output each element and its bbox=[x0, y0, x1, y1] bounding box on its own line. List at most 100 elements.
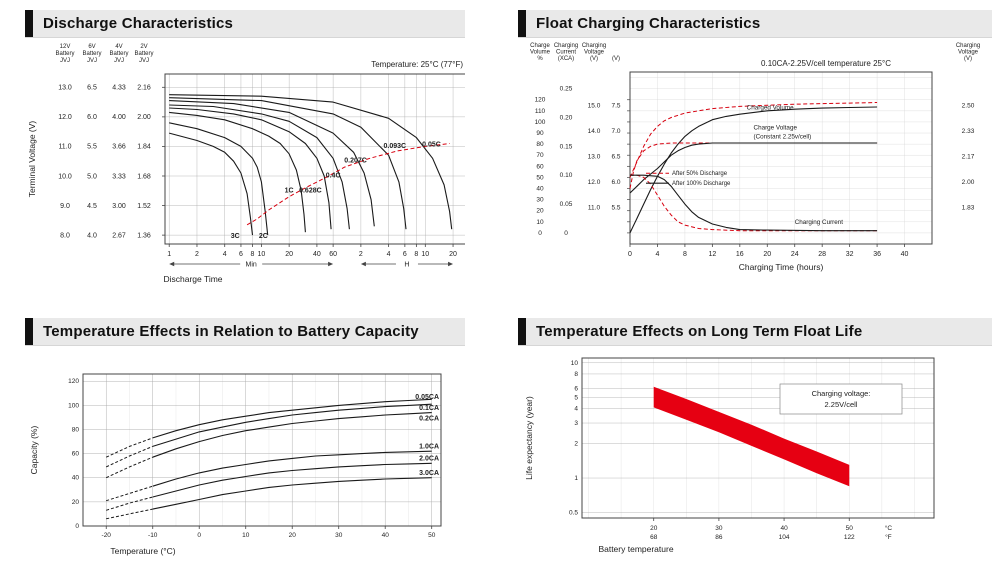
svg-text:1.36: 1.36 bbox=[137, 232, 151, 239]
svg-text:30: 30 bbox=[715, 525, 723, 532]
svg-text:20: 20 bbox=[289, 532, 297, 539]
svg-text:Voltage: Voltage bbox=[584, 50, 605, 56]
svg-text:0.207C: 0.207C bbox=[344, 158, 367, 165]
svg-text:-10: -10 bbox=[148, 532, 158, 539]
svg-text:2.0CA: 2.0CA bbox=[419, 455, 439, 462]
svg-text:40: 40 bbox=[780, 525, 788, 532]
svg-text:10: 10 bbox=[421, 251, 429, 258]
svg-text:20: 20 bbox=[650, 525, 658, 532]
svg-text:120: 120 bbox=[68, 378, 79, 385]
svg-text:JVJ: JVJ bbox=[87, 58, 97, 64]
svg-text:100: 100 bbox=[68, 402, 79, 409]
svg-text:3.0CA: 3.0CA bbox=[419, 470, 439, 477]
svg-text:6.5: 6.5 bbox=[611, 153, 620, 160]
svg-text:5.0: 5.0 bbox=[87, 173, 97, 180]
svg-text:5: 5 bbox=[574, 394, 578, 401]
svg-text:0: 0 bbox=[628, 251, 632, 258]
svg-text:40: 40 bbox=[382, 532, 390, 539]
svg-text:12V: 12V bbox=[60, 44, 71, 50]
svg-text:36: 36 bbox=[873, 251, 881, 258]
svg-text:12.0: 12.0 bbox=[58, 114, 72, 121]
svg-text:6: 6 bbox=[574, 385, 578, 392]
svg-text:1.0CA: 1.0CA bbox=[419, 443, 439, 450]
svg-text:4V: 4V bbox=[115, 44, 122, 50]
svg-text:8: 8 bbox=[414, 251, 418, 258]
svg-text:Battery temperature: Battery temperature bbox=[598, 544, 673, 554]
svg-text:1: 1 bbox=[574, 475, 578, 482]
float-charging-chart: ChargeVolume%120110100908070605040302010… bbox=[530, 43, 980, 272]
svg-text:40: 40 bbox=[313, 251, 321, 258]
svg-text:11.0: 11.0 bbox=[588, 204, 601, 211]
svg-text:40: 40 bbox=[536, 186, 544, 193]
svg-text:JVJ: JVJ bbox=[60, 58, 70, 64]
svg-text:0.5: 0.5 bbox=[569, 510, 578, 517]
svg-text:104: 104 bbox=[779, 534, 790, 541]
svg-text:Voltage: Voltage bbox=[958, 50, 979, 56]
svg-text:0.20: 0.20 bbox=[560, 114, 573, 121]
svg-text:13.0: 13.0 bbox=[588, 153, 601, 160]
svg-text:16: 16 bbox=[736, 251, 744, 258]
svg-text:1.52: 1.52 bbox=[137, 203, 151, 210]
svg-text:Charge: Charge bbox=[530, 43, 550, 49]
section-header-float-charging: Float Charging Characteristics bbox=[518, 10, 992, 38]
svg-text:4: 4 bbox=[223, 251, 227, 258]
svg-text:80: 80 bbox=[72, 426, 80, 433]
svg-text:40: 40 bbox=[72, 475, 80, 482]
svg-text:10: 10 bbox=[571, 360, 579, 367]
svg-text:50: 50 bbox=[428, 532, 436, 539]
svg-text:3.66: 3.66 bbox=[112, 144, 126, 151]
header-accent-block bbox=[518, 318, 526, 345]
svg-text:2.00: 2.00 bbox=[137, 114, 151, 121]
svg-text:5.5: 5.5 bbox=[611, 204, 620, 211]
svg-text:1.84: 1.84 bbox=[137, 144, 151, 151]
svg-text:10: 10 bbox=[257, 251, 265, 258]
svg-text:0: 0 bbox=[75, 523, 79, 530]
svg-text:2V: 2V bbox=[140, 44, 147, 50]
svg-text:Temperature (°C): Temperature (°C) bbox=[110, 546, 175, 556]
svg-text:After 100% Discharge: After 100% Discharge bbox=[672, 181, 731, 187]
svg-text:2.16: 2.16 bbox=[137, 85, 151, 92]
svg-text:°F: °F bbox=[885, 533, 892, 541]
svg-text:8: 8 bbox=[574, 371, 578, 378]
svg-text:0: 0 bbox=[538, 230, 542, 237]
svg-text:0.05C: 0.05C bbox=[422, 141, 441, 148]
svg-text:50: 50 bbox=[846, 525, 854, 532]
section-header-float-life: Temperature Effects on Long Term Float L… bbox=[518, 318, 992, 346]
svg-text:20: 20 bbox=[536, 208, 544, 215]
svg-text:2.25V/cell: 2.25V/cell bbox=[825, 400, 858, 409]
svg-text:9.0: 9.0 bbox=[60, 203, 70, 210]
svg-text:(Constant 2.25v/cell): (Constant 2.25v/cell) bbox=[754, 134, 812, 141]
section-header-temperature-capacity: Temperature Effects in Relation to Batte… bbox=[25, 318, 465, 346]
svg-text:3C: 3C bbox=[231, 233, 240, 240]
svg-text:Charged Volume: Charged Volume bbox=[747, 105, 794, 112]
svg-text:Battery: Battery bbox=[55, 51, 74, 57]
svg-text:4.00: 4.00 bbox=[112, 114, 126, 121]
svg-text:0.2CA: 0.2CA bbox=[419, 416, 439, 423]
section-discharge-characteristics: Discharge Characteristics 3C 2C 1C 0.628C 0.… bbox=[25, 10, 465, 300]
svg-text:24: 24 bbox=[791, 251, 799, 258]
svg-text:20: 20 bbox=[449, 251, 457, 258]
svg-text:3.33: 3.33 bbox=[112, 173, 126, 180]
svg-text:0.10CA-2.25V/cell temperature: 0.10CA-2.25V/cell temperature 25°C bbox=[761, 59, 891, 68]
svg-text:40: 40 bbox=[901, 251, 909, 258]
svg-text:Battery: Battery bbox=[82, 51, 101, 57]
svg-text:H: H bbox=[404, 262, 409, 269]
svg-text:Temperature: 25°C (77°F): Temperature: 25°C (77°F) bbox=[371, 60, 463, 69]
svg-text:60: 60 bbox=[536, 163, 544, 170]
svg-text:Battery: Battery bbox=[109, 51, 128, 57]
svg-text:100: 100 bbox=[535, 119, 546, 126]
svg-text:Charging voltage:: Charging voltage: bbox=[812, 389, 871, 398]
svg-text:%: % bbox=[537, 56, 543, 62]
svg-text:10.0: 10.0 bbox=[58, 173, 72, 180]
svg-text:60: 60 bbox=[329, 251, 337, 258]
svg-text:30: 30 bbox=[536, 197, 544, 204]
svg-text:7.5: 7.5 bbox=[611, 102, 620, 109]
svg-text:8: 8 bbox=[683, 251, 687, 258]
svg-text:110: 110 bbox=[535, 108, 546, 115]
svg-text:Charging Current: Charging Current bbox=[795, 219, 844, 226]
svg-text:20: 20 bbox=[763, 251, 771, 258]
svg-text:Current: Current bbox=[556, 50, 576, 56]
svg-text:2.33: 2.33 bbox=[962, 128, 975, 135]
svg-text:(XCA): (XCA) bbox=[558, 56, 574, 62]
